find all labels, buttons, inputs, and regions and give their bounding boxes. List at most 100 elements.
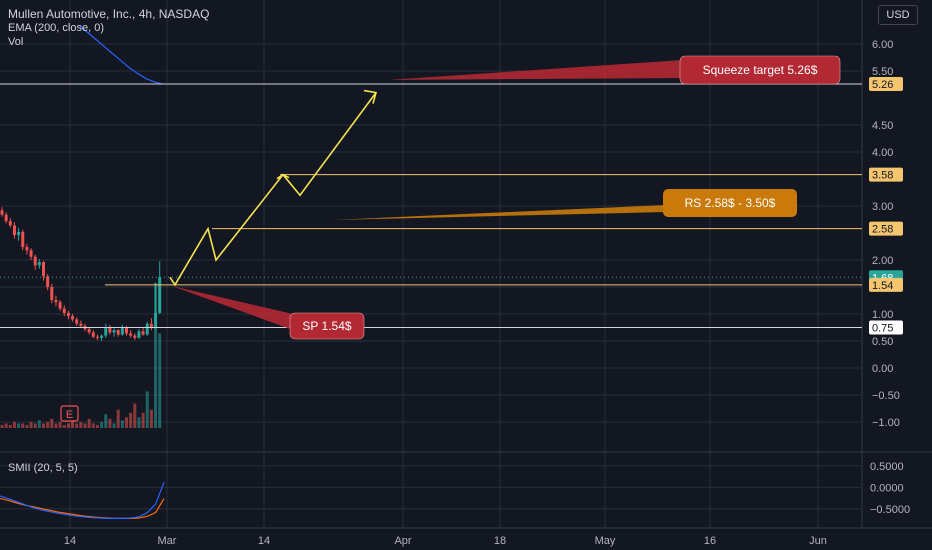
candle-body xyxy=(0,210,4,215)
volume-bar xyxy=(33,423,37,428)
callout-pointer xyxy=(388,60,683,80)
volume-bar xyxy=(154,283,158,428)
candle-body xyxy=(58,302,62,309)
ema-legend[interactable]: EMA (200, close, 0) xyxy=(8,22,104,34)
candle-body xyxy=(112,330,116,333)
candle-body xyxy=(17,231,21,236)
volume-bar xyxy=(21,423,25,428)
candle-body xyxy=(108,326,112,333)
volume-bar xyxy=(104,414,108,428)
candle-body xyxy=(8,221,12,226)
candle-body xyxy=(91,332,95,337)
projection-arrowhead xyxy=(363,89,378,104)
y-axis-tick-label: 4.00 xyxy=(872,147,893,159)
smii-legend[interactable]: SMII (20, 5, 5) xyxy=(8,462,78,474)
volume-bar xyxy=(46,421,50,428)
x-axis-tick-label: 14 xyxy=(258,535,270,547)
candle-body xyxy=(104,326,108,336)
volume-bar xyxy=(133,403,137,428)
price-axis-label xyxy=(869,320,903,335)
candle-body xyxy=(158,277,162,313)
x-axis-tick-label: May xyxy=(595,535,616,547)
volume-bar xyxy=(29,421,33,428)
candle-body xyxy=(42,262,45,277)
volume-bar xyxy=(42,423,45,428)
earnings-marker-label: E xyxy=(66,409,73,421)
x-axis-tick-label: Jun xyxy=(809,535,827,547)
ema-line-upper xyxy=(79,25,131,69)
callout-label: SP 1.54$ xyxy=(302,319,351,333)
volume-bar xyxy=(75,423,79,428)
volume-legend[interactable]: Vol xyxy=(8,36,24,48)
candle-body xyxy=(4,214,8,222)
currency-button[interactable]: USD xyxy=(878,5,918,25)
volume-bar xyxy=(58,421,62,428)
candle-body xyxy=(75,319,79,324)
callout-pointer xyxy=(172,286,293,330)
ema-line xyxy=(129,67,163,85)
volume-bar xyxy=(137,417,141,428)
y-axis-tick-label: −1.00 xyxy=(872,417,900,429)
callout-label: RS 2.58$ - 3.50$ xyxy=(685,196,776,210)
smii-fast-line xyxy=(0,481,165,519)
candle-body xyxy=(129,333,133,336)
smii-tick-label: 0.5000 xyxy=(870,461,904,473)
y-axis-tick-label: 6.00 xyxy=(872,39,893,51)
volume-bar xyxy=(125,417,128,428)
y-axis-tick-label: 0.50 xyxy=(872,336,893,348)
volume-bar xyxy=(112,423,116,428)
volume-bar xyxy=(87,418,91,428)
y-axis-tick-label: 4.50 xyxy=(872,120,893,132)
candle-body xyxy=(79,323,83,326)
volume-bar xyxy=(145,391,149,428)
volume-bar xyxy=(129,412,133,428)
candle-body xyxy=(154,312,158,329)
smii-tick-label: 0.0000 xyxy=(870,482,904,494)
volume-bar xyxy=(25,424,29,428)
callout-pointer xyxy=(332,205,666,220)
price-axis-label xyxy=(869,221,903,236)
y-axis-tick-label: 2.00 xyxy=(872,255,893,267)
projection-arrow xyxy=(169,92,377,287)
x-axis-tick-label: Apr xyxy=(394,535,411,547)
candle-body xyxy=(141,331,145,335)
volume-bar xyxy=(141,412,145,428)
candle-body xyxy=(29,250,33,257)
x-axis-tick-label: 18 xyxy=(494,535,506,547)
y-axis-tick-label: −0.50 xyxy=(872,390,900,402)
price-axis-label xyxy=(869,167,903,182)
volume-bar xyxy=(149,409,153,428)
candle-body xyxy=(66,312,70,317)
volume-bar xyxy=(12,421,16,428)
callout-box xyxy=(663,189,797,217)
price-axis-label-text: 0.75 xyxy=(872,323,893,335)
callout-box xyxy=(289,312,365,340)
volume-bar xyxy=(37,420,41,428)
volume-bar xyxy=(8,424,12,428)
candle-body xyxy=(137,331,141,338)
callout-box xyxy=(679,55,841,85)
price-axis-label-text: 2.58 xyxy=(872,224,893,236)
price-axis-label-text: 5.26 xyxy=(872,79,893,91)
chart-title: Mullen Automotive, Inc., 4h, NASDAQ xyxy=(8,7,210,21)
smii-tick-label: −0.5000 xyxy=(870,504,910,516)
candle-body xyxy=(120,326,124,335)
volume-bar xyxy=(83,423,87,428)
y-axis-tick-label: 5.50 xyxy=(872,66,893,78)
x-axis-tick-label: 16 xyxy=(704,535,716,547)
earnings-marker xyxy=(60,405,79,422)
volume-bar xyxy=(66,423,70,428)
candle-body xyxy=(25,247,29,251)
volume-bar xyxy=(71,420,75,428)
candle-body xyxy=(145,323,149,335)
volume-bar xyxy=(79,421,83,428)
candle-body xyxy=(87,329,91,333)
price-axis-label xyxy=(869,277,903,292)
volume-bar xyxy=(116,409,120,428)
volume-bar xyxy=(50,418,54,428)
candle-body xyxy=(21,231,25,248)
projection-peak-marker xyxy=(276,173,290,180)
candle-body xyxy=(149,323,153,329)
